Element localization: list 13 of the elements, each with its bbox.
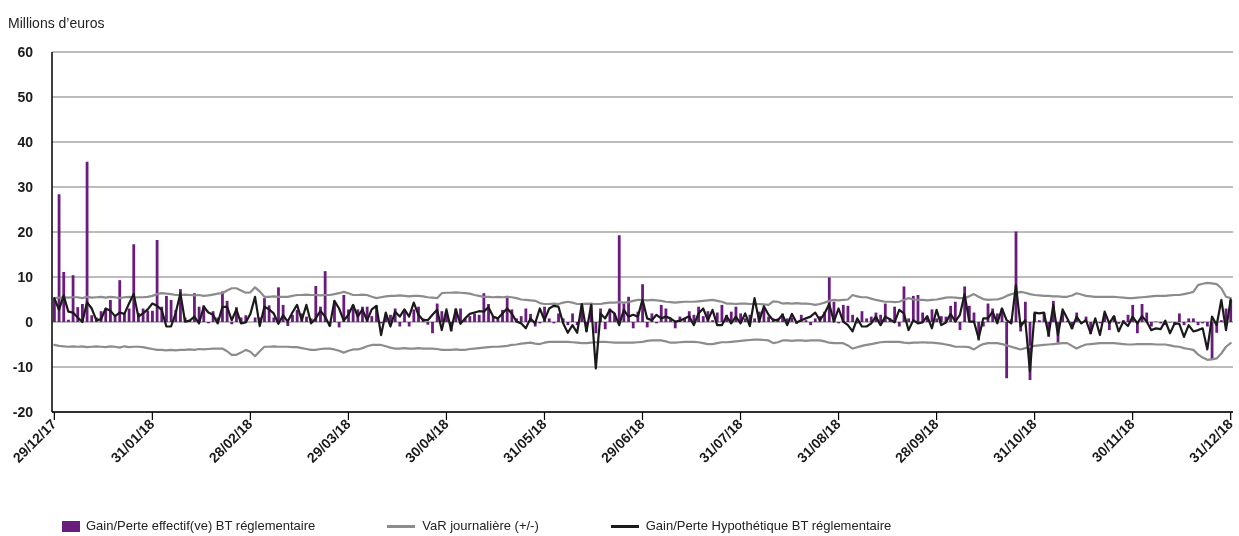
legend-label: VaR journalière (+/-) — [422, 518, 539, 534]
y-axis-title: Millions d’euros — [8, 15, 105, 31]
y-tick-label: -20 — [12, 403, 34, 420]
y-tick-label: 10 — [17, 268, 34, 285]
y-tick-label: 30 — [17, 178, 34, 195]
y-tick-label: 0 — [25, 313, 34, 330]
y-tick-label: 60 — [17, 43, 34, 60]
y-tick-label: -10 — [12, 358, 34, 375]
legend-label: Gain/Perte Hypothétique BT réglementaire — [645, 518, 892, 534]
y-tick-label: 40 — [17, 133, 34, 150]
y-tick-label: 50 — [17, 88, 34, 105]
y-tick-label: 20 — [17, 223, 34, 240]
legend-label: Gain/Perte effectif(ve) BT réglementaire — [86, 518, 316, 534]
